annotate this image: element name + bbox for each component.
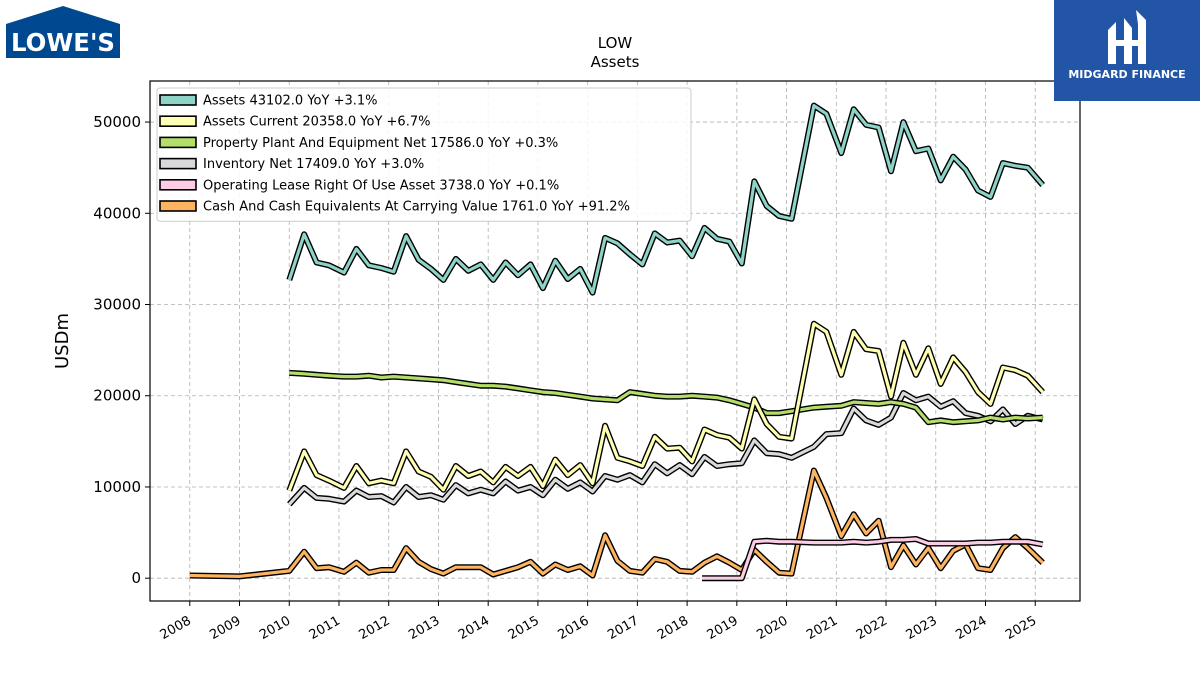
- y-tick-label: 30000: [93, 296, 141, 314]
- series-line: [702, 537, 1043, 580]
- x-tick-label: 2011: [307, 613, 343, 643]
- series-line: [287, 322, 1044, 492]
- legend-label: Operating Lease Right Of Use Asset 3738.…: [203, 178, 559, 193]
- y-tick-label: 10000: [93, 478, 141, 496]
- y-tick-label: 20000: [93, 387, 141, 405]
- midgard-logo-text: MIDGARD FINANCE: [1068, 68, 1186, 81]
- midgard-emblem-icon: [1108, 10, 1146, 64]
- legend-label: Property Plant And Equipment Net 17586.0…: [203, 136, 558, 151]
- legend-box: [156, 87, 692, 222]
- x-tick-label: 2017: [605, 613, 641, 643]
- y-tick-label: 50000: [93, 113, 141, 131]
- legend-swatch: [159, 200, 197, 212]
- x-tick-label: 2009: [207, 613, 243, 643]
- x-tick-label: 2025: [1003, 613, 1039, 643]
- series-line: [289, 371, 1043, 424]
- chart-title: LOW: [598, 34, 633, 52]
- series-line: [288, 391, 1044, 506]
- lowes-logo-text: LOWE'S: [11, 28, 115, 57]
- legend-label: Inventory Net 17409.0 YoY +3.0%: [203, 157, 424, 172]
- x-tick-label: 2023: [904, 613, 940, 643]
- midgard-finance-logo: MIDGARD FINANCE: [1054, 0, 1200, 101]
- x-tick-label: 2012: [357, 613, 393, 643]
- y-tick-label: 40000: [93, 204, 141, 222]
- x-tick-label: 2021: [804, 613, 840, 643]
- lowes-logo: LOWE'S: [6, 6, 120, 58]
- x-tick-label: 2018: [655, 613, 691, 643]
- x-tick-label: 2015: [506, 613, 542, 643]
- x-tick-label: 2016: [555, 613, 591, 643]
- legend-label: Assets Current 20358.0 YoY +6.7%: [203, 115, 430, 130]
- y-axis-label: USDm: [52, 313, 73, 369]
- x-tick-label: 2022: [854, 613, 890, 643]
- legend-label: Assets 43102.0 YoY +3.1%: [203, 94, 378, 109]
- x-tick-label: 2019: [705, 613, 741, 643]
- x-tick-label: 2008: [158, 613, 194, 643]
- series-lines: [189, 102, 1045, 582]
- x-tick-label: 2010: [257, 613, 293, 643]
- legend-swatch: [159, 179, 197, 191]
- legend-swatch: [159, 136, 197, 149]
- x-tick-label: 2013: [406, 613, 442, 643]
- x-tick-label: 2024: [953, 613, 989, 643]
- plot-frame: [149, 80, 1081, 602]
- legend-swatch: [159, 157, 197, 170]
- y-tick-label: 0: [131, 569, 141, 587]
- x-tick-label: 2014: [456, 613, 492, 643]
- legend-swatch: [159, 94, 197, 106]
- chart-subtitle: Assets: [591, 53, 640, 71]
- legend: Assets 43102.0 YoY +3.1% Assets Current 2…: [156, 87, 692, 222]
- x-tick-label: 2020: [754, 613, 790, 643]
- series-line: [189, 468, 1044, 579]
- legend-label: Cash And Cash Equivalents At Carrying Va…: [203, 200, 630, 215]
- legend-swatch: [159, 115, 197, 127]
- series-line: [287, 103, 1044, 295]
